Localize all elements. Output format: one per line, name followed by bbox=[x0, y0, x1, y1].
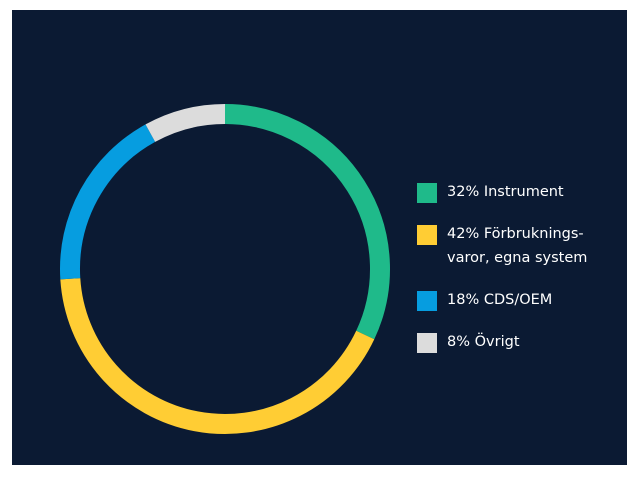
chart bbox=[60, 104, 390, 434]
donut-slice bbox=[145, 104, 226, 143]
legend-item: 8% Övrigt bbox=[417, 330, 602, 354]
legend-value: 42% bbox=[447, 226, 480, 242]
donut-slice bbox=[224, 104, 390, 340]
legend-swatch bbox=[417, 225, 437, 245]
legend-swatch bbox=[417, 333, 437, 353]
legend-value: 32% bbox=[447, 184, 480, 200]
donut-slice bbox=[60, 124, 156, 280]
legend-label: Instrument bbox=[483, 184, 564, 200]
legend-item: 18% CDS/OEM bbox=[417, 288, 602, 312]
legend-value: 8% bbox=[447, 334, 471, 350]
legend: 32% Instrument 42% Förbruknings-varor, eg… bbox=[417, 180, 617, 372]
legend-item: 42% Förbruknings-varor, egna system bbox=[417, 222, 602, 270]
legend-swatch bbox=[417, 183, 437, 203]
legend-label: Förbruknings-varor, egna system bbox=[447, 226, 588, 266]
legend-item: 32% Instrument bbox=[417, 180, 602, 204]
donut-slice bbox=[60, 278, 375, 434]
legend-label: CDS/OEM bbox=[483, 292, 553, 308]
legend-label: Övrigt bbox=[474, 334, 520, 350]
legend-value: 18% bbox=[447, 292, 480, 308]
chart-panel: 32% Instrument 42% Förbruknings-varor, eg… bbox=[12, 10, 627, 465]
legend-swatch bbox=[417, 291, 437, 311]
